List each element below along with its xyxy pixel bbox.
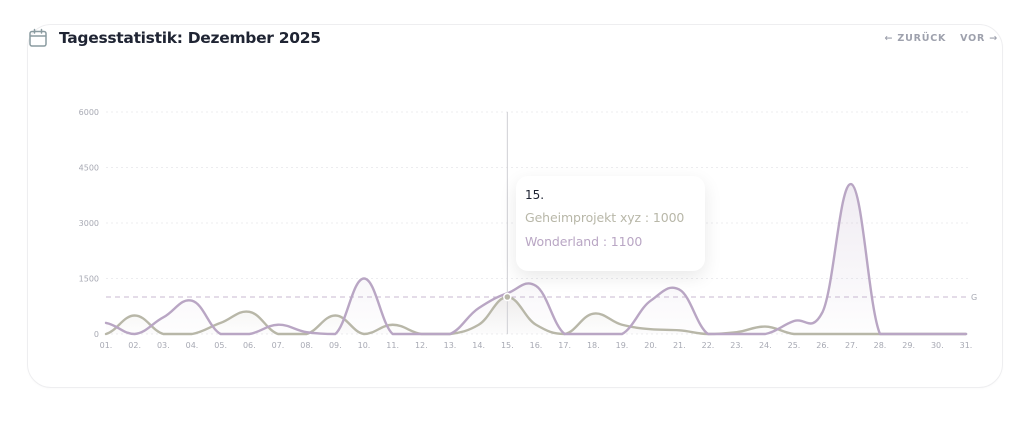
x-tick-label: 16. xyxy=(530,341,543,350)
x-tick-label: 29. xyxy=(902,341,915,350)
x-tick-label: 26. xyxy=(816,341,829,350)
x-tick-label: 06. xyxy=(243,341,256,350)
card-header: Tagesstatistik: Dezember 2025 xyxy=(28,28,321,48)
x-tick-label: 20. xyxy=(644,341,657,350)
x-tick-label: 07. xyxy=(272,341,285,350)
area-wonderland xyxy=(106,184,966,334)
x-tick-label: 28. xyxy=(874,341,887,350)
y-tick-label: 0 xyxy=(94,330,99,339)
y-tick-label: 6000 xyxy=(79,108,99,117)
tooltip-day: 15. xyxy=(525,188,545,202)
x-tick-label: 19. xyxy=(616,341,629,350)
x-tick-label: 27. xyxy=(845,341,858,350)
x-tick-label: 11. xyxy=(386,341,399,350)
x-tick-label: 12. xyxy=(415,341,428,350)
x-tick-label: 09. xyxy=(329,341,342,350)
x-tick-label: 22. xyxy=(702,341,715,350)
calendar-icon xyxy=(29,28,47,47)
chart-tooltip: 15. Geheimprojekt xyz : 1000 Wonderland … xyxy=(516,176,705,271)
y-tick-label: 1500 xyxy=(79,275,99,284)
line-geheimprojekt[interactable] xyxy=(104,295,968,336)
tooltip-row-geheimprojekt: Geheimprojekt xyz : 1000 xyxy=(525,210,685,225)
x-tick-label: 08. xyxy=(300,341,313,350)
x-tick-label: 31. xyxy=(960,341,973,350)
tooltip-row-wonderland: Wonderland : 1100 xyxy=(525,234,643,249)
x-tick-label: 02. xyxy=(128,341,141,350)
x-tick-label: 01. xyxy=(100,341,113,350)
x-tick-label: 21. xyxy=(673,341,686,350)
x-tick-label: 04. xyxy=(186,341,199,350)
highlight-point[interactable] xyxy=(503,292,512,302)
x-tick-label: 25. xyxy=(788,341,801,350)
x-tick-label: 03. xyxy=(157,341,170,350)
month-nav: ← ZURÜCK VOR → xyxy=(885,33,998,44)
x-tick-label: 14. xyxy=(472,341,485,350)
x-tick-label: 24. xyxy=(759,341,772,350)
x-tick-label: 10. xyxy=(358,341,371,350)
prev-month-button[interactable]: ← ZURÜCK xyxy=(884,33,947,44)
y-tick-label: 4500 xyxy=(79,164,99,173)
next-month-button[interactable]: VOR → xyxy=(960,33,998,44)
x-tick-label: 15. xyxy=(501,341,514,350)
x-tick-label: 18. xyxy=(587,341,600,350)
page-title: Tagesstatistik: Dezember 2025 xyxy=(59,29,321,47)
x-tick-label: 23. xyxy=(730,341,743,350)
x-tick-label: 05. xyxy=(214,341,227,350)
line-wonderland[interactable] xyxy=(104,182,968,336)
x-tick-label: 17. xyxy=(558,341,571,350)
y-tick-label: 3000 xyxy=(79,219,99,228)
x-tick-label: 13. xyxy=(444,341,457,350)
x-tick-label: 30. xyxy=(931,341,944,350)
threshold-label: G xyxy=(971,293,977,302)
